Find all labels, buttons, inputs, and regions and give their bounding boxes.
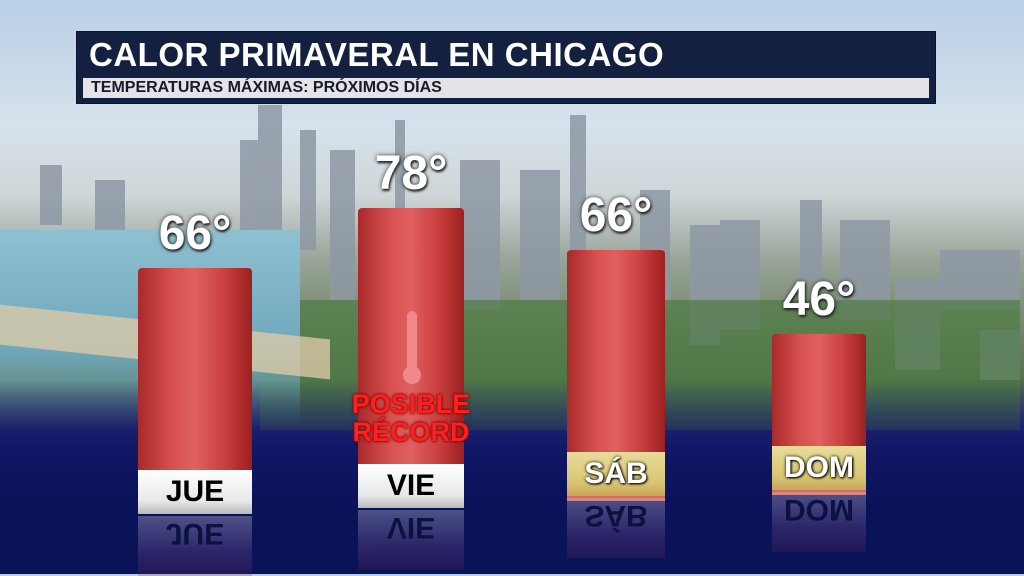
chart-subtitle: TEMPERATURAS MÁXIMAS: PRÓXIMOS DÍAS: [91, 79, 442, 96]
title-banner: CALOR PRIMAVERAL EN CHICAGO TEMPERATURAS…: [76, 31, 936, 104]
record-line1: POSIBLE: [351, 389, 471, 419]
record-annotation: POSIBLE RÉCORD: [336, 390, 486, 446]
day-label: SÁB: [567, 452, 665, 501]
day-label-reflection: SÁB: [567, 498, 665, 558]
record-line2: RÉCORD: [352, 417, 470, 447]
thermometer-bulb-icon: [403, 366, 421, 384]
day-label-reflection: VIE: [358, 510, 464, 570]
bar-jue: [138, 268, 252, 470]
value-label: 46°: [782, 273, 856, 326]
thermometer-icon: [407, 311, 417, 371]
chart-title: CALOR PRIMAVERAL EN CHICAGO: [89, 36, 665, 73]
value-label: 78°: [374, 147, 448, 200]
bar-dom: [772, 334, 866, 446]
day-label-reflection: DOM: [772, 492, 866, 552]
value-label: 66°: [579, 189, 653, 242]
value-label: 66°: [158, 207, 232, 260]
day-label: JUE: [138, 470, 252, 514]
day-label: VIE: [358, 464, 464, 508]
subtitle-bar: TEMPERATURAS MÁXIMAS: PRÓXIMOS DÍAS: [83, 78, 929, 98]
day-label-reflection: JUE: [138, 516, 252, 576]
bar-sáb: [567, 250, 665, 452]
day-label: DOM: [772, 446, 866, 495]
